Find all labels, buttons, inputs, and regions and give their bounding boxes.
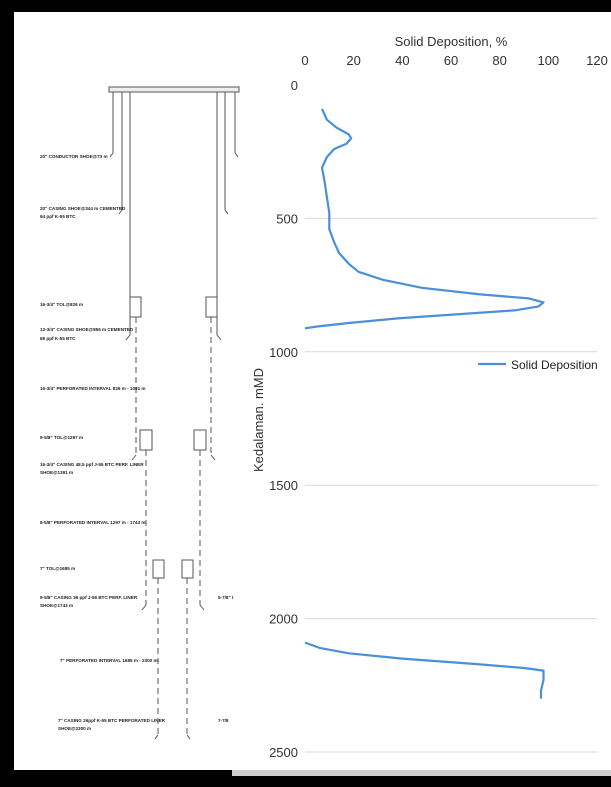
legend: Solid Deposition — [478, 358, 598, 372]
bottom-edge-strip — [232, 770, 611, 776]
label-tol-1: 16-3/4" TOL@826 m — [40, 302, 83, 307]
liner-hanger-2-left — [139, 429, 153, 451]
label-perf-interval-2: 8-5/8" PERFORATED INTERVAL 1297 m - 1743… — [40, 520, 146, 525]
label-perf-liner-2-shoe: SHOE@1743 m — [40, 603, 73, 608]
perf-liner-1-shoe-right — [210, 454, 216, 461]
label-hole-size-2: 7-7/8 — [218, 718, 229, 723]
series-lines — [304, 108, 545, 699]
perf-liner-3-shoe-right — [186, 734, 191, 740]
label-tol-3: 7" TOL@1685 m — [40, 566, 75, 571]
perf-liner-1-shoe-left — [131, 454, 137, 461]
casing-13-shoe-right — [216, 334, 222, 341]
x-tick-label: 20 — [346, 53, 360, 68]
label-hole-size-1: 5-7/8" I — [218, 595, 233, 600]
x-tick-label: 0 — [301, 53, 308, 68]
y-tick-label: 0 — [291, 78, 298, 93]
casing-20-shoe-right — [224, 209, 229, 215]
x-tick-label: 120 — [586, 53, 608, 68]
perf-liner-2-shoe-left — [141, 604, 147, 611]
wellhead-flange — [108, 86, 240, 93]
y-tick-label: 500 — [276, 211, 298, 226]
x-tick-label: 100 — [537, 53, 559, 68]
solid-deposition-chart: 0 20 40 60 80 100 120 0 500 1000 1500 2000 2500 Sol… — [251, 34, 608, 760]
conductor-shoe-right — [234, 152, 239, 158]
label-casing-13-spec: 68 ppf K-55 BTC — [40, 336, 76, 341]
y-tick-label: 2500 — [269, 745, 298, 760]
label-casing-20-spec: 94 ppf K-55 BTC — [40, 214, 76, 219]
x-tick-labels: 0 20 40 60 80 100 120 — [301, 53, 607, 68]
x-tick-label: 40 — [395, 53, 409, 68]
liner-hanger-3-left — [152, 559, 165, 579]
conductor-shoe-left — [109, 152, 114, 158]
well-labels: 20" CONDUCTOR SHOE@73 m 20" CASING SHOE@… — [40, 154, 233, 731]
y-tick-label: 2000 — [269, 612, 298, 627]
liner-hanger-1-left — [129, 296, 142, 318]
label-perf-liner-1-shoe: SHOE@1391 m — [40, 470, 73, 475]
grid-lines — [305, 217, 597, 753]
y-axis-title: Kedalaman. mMD — [251, 368, 266, 472]
series-line-segment-1 — [304, 108, 545, 330]
y-tick-label: 1000 — [269, 345, 298, 360]
label-perf-liner-3: 7" CASING 26ppf K-55 BTC PERFORATED LINE… — [58, 718, 166, 723]
well-schematic — [108, 86, 240, 740]
casing-13-shoe-left — [125, 334, 131, 341]
perf-liner-3-shoe-left — [154, 734, 159, 740]
perf-liner-2-shoe-right — [199, 604, 205, 611]
legend-label: Solid Deposition — [511, 358, 598, 372]
label-perf-interval-3: 7" PERFORATED INTERVAL 1685 m - 2300 m — [60, 658, 158, 663]
label-perf-liner-3-shoe: SHOE@2300 m — [58, 726, 91, 731]
label-casing-13-shoe: 13-3/4" CASING SHOE@856 m CEMENTED — [40, 327, 134, 332]
label-perf-interval-1: 16-3/4" PERFORATED INTERVAL 826 m - 1091… — [40, 386, 146, 391]
casing-20-shoe-left — [118, 209, 123, 215]
liner-hanger-2-right — [193, 429, 207, 451]
x-tick-label: 60 — [444, 53, 458, 68]
label-conductor-shoe: 20" CONDUCTOR SHOE@73 m — [40, 154, 108, 159]
x-tick-label: 80 — [492, 53, 506, 68]
y-tick-labels: 0 500 1000 1500 2000 2500 — [269, 78, 298, 760]
label-perf-liner-2: 9-5/8" CASING 36 ppf J-55 BTC PERF. LINE… — [40, 595, 138, 600]
liner-hanger-3-right — [181, 559, 194, 579]
x-axis-title: Solid Deposition, % — [395, 34, 508, 49]
series-line-segment-2 — [304, 641, 545, 699]
y-tick-label: 1500 — [269, 478, 298, 493]
label-casing-20-shoe: 20" CASING SHOE@344 m CEMENTED — [40, 206, 126, 211]
label-perf-liner-1: 16-3/4" CASING 48.5 ppf J-55 BTC PERF. L… — [40, 462, 144, 467]
label-tol-2: 9-5/8" TOL@1297 m — [40, 435, 83, 440]
liner-hanger-1-right — [205, 296, 218, 318]
